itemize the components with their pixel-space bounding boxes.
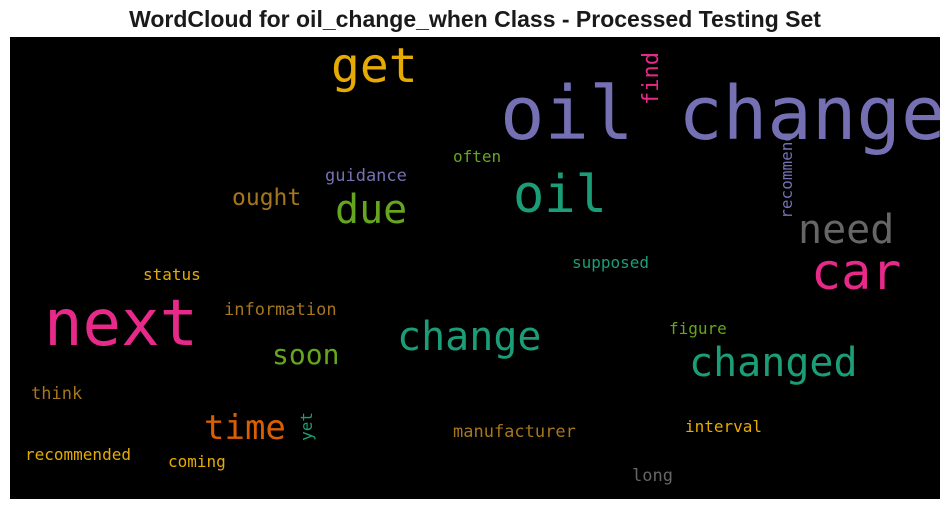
- word-get: get: [331, 38, 418, 94]
- word-oil-change: oil change: [500, 71, 940, 157]
- word-find: find: [639, 52, 664, 105]
- word-coming: coming: [168, 452, 226, 471]
- word-information: information: [224, 300, 337, 320]
- word-oil: oil: [513, 165, 607, 225]
- word-recommended: recommended: [25, 445, 131, 464]
- word-cloud: oil change next get oil car due need cha…: [10, 37, 940, 499]
- word-yet: yet: [297, 412, 316, 441]
- word-figure: figure: [669, 319, 727, 338]
- word-changed: changed: [689, 340, 858, 386]
- word-due: due: [335, 187, 408, 233]
- word-time: time: [204, 408, 286, 448]
- word-manufacturer: manufacturer: [453, 422, 576, 442]
- word-soon: soon: [272, 338, 340, 371]
- word-status: status: [143, 265, 201, 284]
- word-interval: interval: [685, 417, 763, 436]
- word-car: car: [811, 243, 902, 301]
- word-supposed: supposed: [572, 253, 650, 272]
- word-change: change: [397, 314, 542, 360]
- word-need: need: [798, 207, 895, 253]
- word-guidance: guidance: [325, 166, 407, 186]
- word-recommend: recommend: [777, 132, 796, 219]
- word-next: next: [44, 287, 199, 361]
- word-ought: ought: [232, 185, 302, 211]
- chart-title: WordCloud for oil_change_when Class - Pr…: [129, 6, 821, 32]
- word-long: long: [632, 466, 673, 486]
- word-think: think: [31, 384, 83, 404]
- word-often: often: [453, 147, 502, 166]
